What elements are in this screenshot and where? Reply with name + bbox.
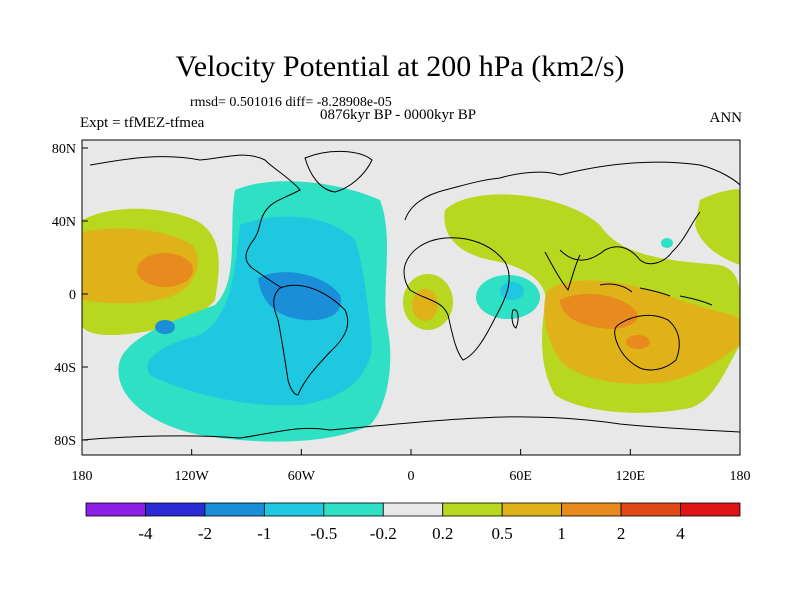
longitude-axis: 180 120W 60W 0 60E 120E 180 — [72, 449, 751, 484]
lon-tick-label: 180 — [72, 469, 93, 484]
australia-coast — [614, 314, 680, 371]
colorbar-label: 1 — [557, 524, 566, 543]
season-label: ANN — [709, 110, 743, 126]
lon-tick-label: 60E — [509, 469, 532, 484]
negative-anomaly-mid-indian — [500, 282, 524, 300]
colorbar-label: -2 — [198, 524, 212, 543]
colorbar: -4 -2 -1 -0.5 -0.2 0.2 0.5 1 2 4 — [85, 502, 741, 543]
lat-tick-label: 0 — [69, 288, 76, 303]
colorbar-label: -0.5 — [310, 524, 337, 543]
positive-anomaly-weak-northeast — [695, 189, 740, 265]
colorbar-box — [145, 502, 206, 517]
negative-anomaly-strong-main — [258, 272, 341, 321]
lon-tick-label: 120E — [616, 469, 646, 484]
madagascar-coast — [511, 309, 519, 329]
north-america-coast — [89, 154, 301, 289]
colorbar-box — [680, 502, 741, 517]
lat-tick-label: 80N — [52, 142, 76, 157]
positive-anomaly-strong-east — [560, 293, 638, 329]
map-panel — [82, 140, 740, 455]
positive-anomaly-strong-west — [137, 253, 193, 287]
latitude-axis: 80N 40N 0 40S 80S — [52, 142, 88, 449]
colorbar-box — [501, 502, 563, 517]
plot-title: Velocity Potential at 200 hPa (km2/s) — [175, 50, 625, 83]
colorbar-box — [382, 502, 444, 517]
colorbar-label: -0.2 — [370, 524, 397, 543]
india-coast — [544, 251, 581, 292]
lon-tick-label: 60W — [288, 469, 316, 484]
coastlines — [82, 150, 740, 441]
positive-anomaly-strong-australia — [626, 335, 650, 349]
colorbar-label: 2 — [617, 524, 626, 543]
colorbar-box — [620, 502, 681, 517]
lat-tick-label: 80S — [54, 434, 76, 449]
south-america-coast — [273, 284, 349, 396]
colorbar-label: -1 — [257, 524, 271, 543]
lat-tick-label: 40N — [52, 215, 76, 230]
experiment-label: Expt = tfMEZ-tfmea — [80, 115, 205, 131]
positive-anomaly-mid-africa — [412, 289, 438, 321]
maritime-continent-coast — [599, 283, 713, 306]
stats-line: rmsd= 0.501016 diff= -8.28908e-05 — [190, 95, 392, 110]
colorbar-label: 0.5 — [492, 524, 513, 543]
lon-tick-label: 180 — [730, 469, 751, 484]
colorbar-label: -4 — [138, 524, 153, 543]
colorbar-box — [323, 502, 384, 517]
lon-tick-label: 120W — [175, 469, 210, 484]
negative-anomaly-mid-main — [147, 216, 372, 406]
colorbar-box — [204, 502, 265, 517]
lat-tick-label: 40S — [54, 361, 76, 376]
asia-coast — [559, 161, 740, 265]
period-label: 0876kyr BP - 0000kyr BP — [320, 107, 477, 123]
colorbar-box — [442, 502, 503, 517]
negative-anomaly-spot-northwest-pacific — [661, 238, 673, 248]
europe-coast — [404, 171, 561, 221]
africa-coast — [403, 237, 510, 361]
negative-anomaly-southwest-spot — [155, 320, 175, 334]
antarctica-coast — [82, 416, 740, 441]
colorbar-label: 0.2 — [432, 524, 453, 543]
colorbar-box — [85, 502, 146, 517]
lon-tick-label: 0 — [408, 469, 415, 484]
greenland-coast — [304, 150, 373, 193]
colorbar-label: 4 — [676, 524, 685, 543]
colorbar-box — [263, 502, 325, 517]
colorbar-box — [561, 502, 622, 517]
